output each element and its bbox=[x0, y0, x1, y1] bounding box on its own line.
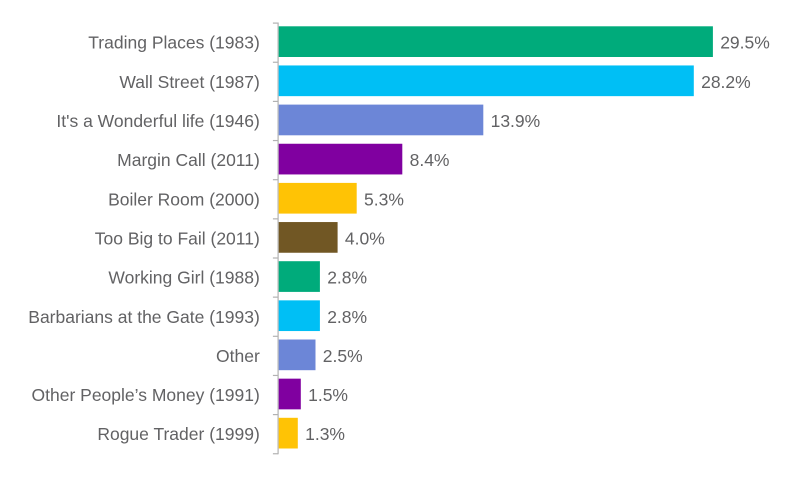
svg-text:4.0%: 4.0% bbox=[345, 228, 385, 248]
svg-text:It's a Wonderful life (1946): It's a Wonderful life (1946) bbox=[56, 111, 259, 131]
svg-text:8.4%: 8.4% bbox=[410, 150, 450, 170]
svg-text:Rogue Trader (1999): Rogue Trader (1999) bbox=[97, 424, 259, 444]
svg-text:29.5%: 29.5% bbox=[720, 33, 770, 53]
svg-text:Working Girl (1988): Working Girl (1988) bbox=[108, 268, 259, 288]
svg-text:Wall Street (1987): Wall Street (1987) bbox=[119, 72, 259, 92]
svg-text:Trading Places (1983): Trading Places (1983) bbox=[88, 33, 260, 53]
svg-text:1.3%: 1.3% bbox=[305, 424, 345, 444]
svg-text:Boiler Room (2000): Boiler Room (2000) bbox=[108, 189, 260, 209]
svg-text:2.8%: 2.8% bbox=[327, 307, 367, 327]
svg-text:Barbarians at the Gate (1993): Barbarians at the Gate (1993) bbox=[28, 307, 260, 327]
svg-text:28.2%: 28.2% bbox=[701, 72, 751, 92]
svg-text:Other: Other bbox=[216, 346, 260, 366]
svg-text:Margin Call (2011): Margin Call (2011) bbox=[117, 150, 260, 170]
svg-text:Too Big to Fail (2011): Too Big to Fail (2011) bbox=[95, 228, 260, 248]
svg-text:2.5%: 2.5% bbox=[323, 346, 363, 366]
svg-text:1.5%: 1.5% bbox=[308, 385, 348, 405]
svg-text:13.9%: 13.9% bbox=[491, 111, 541, 131]
svg-text:2.8%: 2.8% bbox=[327, 268, 367, 288]
svg-text:Other People’s Money (1991): Other People’s Money (1991) bbox=[32, 385, 260, 405]
svg-text:5.3%: 5.3% bbox=[364, 189, 404, 209]
